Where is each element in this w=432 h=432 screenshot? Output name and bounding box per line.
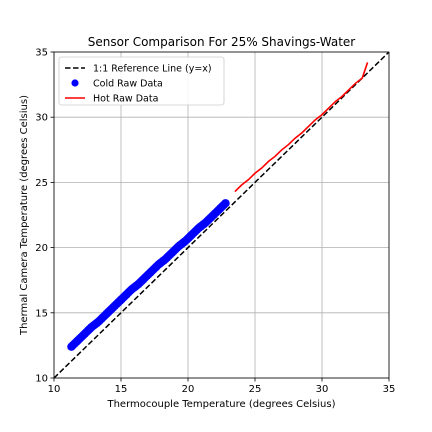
legend-swatch-marker (71, 79, 79, 87)
x-tick-label: 15 (115, 384, 128, 395)
x-tick-label: 35 (383, 384, 396, 395)
x-tick-label: 30 (316, 384, 329, 395)
x-axis-label: Thermocouple Temperature (degrees Celsiu… (106, 399, 335, 410)
cold-data-point (221, 199, 230, 208)
plot-area (54, 52, 389, 378)
y-axis-label: Thermal Camera Temperature (degrees Cels… (19, 95, 30, 336)
data-layer (54, 52, 389, 378)
series-line-1-1-reference-line-y-x (54, 52, 389, 378)
y-tick-label: 20 (35, 243, 48, 254)
y-tick-label: 35 (35, 48, 48, 59)
legend: 1:1 Reference Line (y=x) Cold Raw Data Hot… (58, 56, 225, 106)
legend-label: Cold Raw Data (93, 79, 163, 90)
x-tick-label: 20 (182, 384, 195, 395)
y-tick-label: 15 (35, 308, 48, 319)
x-tick-label: 10 (48, 384, 61, 395)
y-tick-label: 30 (35, 113, 48, 124)
plot-frame (53, 51, 390, 379)
series-line-hot-raw-data (234, 62, 369, 193)
chart-title: Sensor Comparison For 25% Shavings-Water (88, 35, 356, 49)
y-tick-label: 10 (35, 374, 48, 385)
y-tick-label: 25 (35, 178, 48, 189)
legend-label: Hot Raw Data (93, 94, 158, 105)
legend-box (58, 56, 225, 106)
tick-layer: 10 15 20 25 30 35 10 15 20 25 30 35 (35, 48, 395, 396)
legend-label: 1:1 Reference Line (y=x) (93, 64, 212, 75)
x-tick-label: 25 (249, 384, 262, 395)
